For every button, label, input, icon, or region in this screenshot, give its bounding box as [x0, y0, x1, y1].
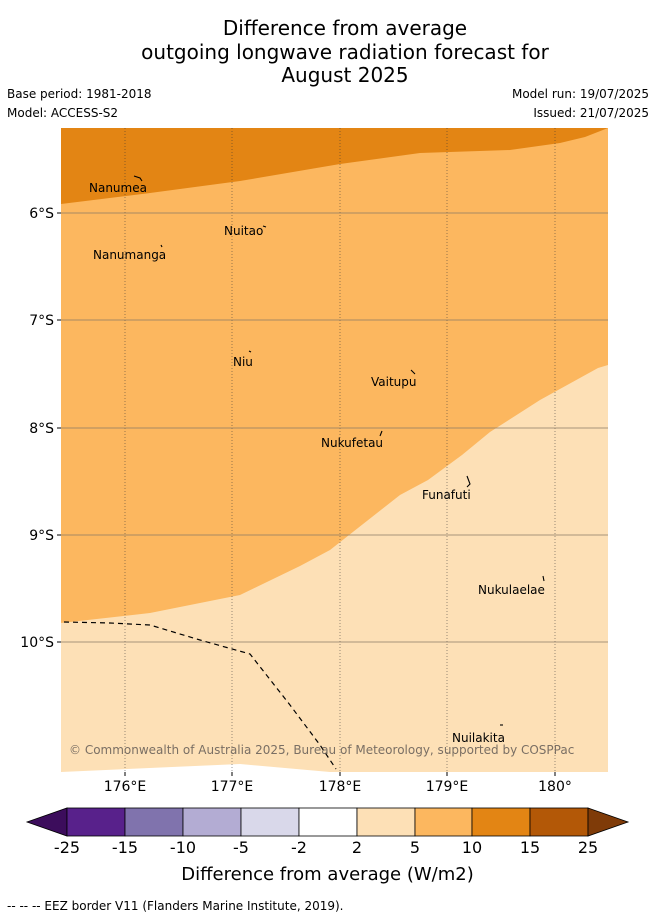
island-label-nukulaelae: Nukulaelae	[478, 583, 545, 597]
gridlines	[124, 128, 556, 772]
island-label-nanumanga: Nanumanga	[93, 248, 166, 262]
island-label-vaitupu: Vaitupu	[371, 375, 417, 389]
island-label-nuitao: Nuitao	[224, 224, 263, 238]
x-tick-label: 177°E	[211, 779, 254, 795]
island-shape-nukufetau	[379, 430, 383, 437]
x-tick-label: 176°E	[104, 779, 147, 795]
model-run-text: Model run: 19/07/2025	[511, 87, 649, 101]
colorbar-tick: -25	[54, 838, 80, 857]
y-tick-label: 8°S	[29, 421, 54, 437]
colorbar-tick: -2	[291, 838, 307, 857]
x-tick-label: 179°E	[426, 779, 469, 795]
title-line-1: Difference from average	[222, 16, 468, 40]
island-shape-vaitupu	[410, 369, 416, 375]
colorbar-label: Difference from average (W/m2)	[181, 864, 474, 885]
colorbar-tick: -15	[112, 838, 138, 857]
region-white-sliver	[61, 764, 330, 772]
axis-ticks	[57, 212, 556, 776]
y-tick-label: 9°S	[29, 528, 54, 544]
island-shape-nanumea	[133, 175, 143, 182]
colorbar-extend-low	[25, 807, 68, 837]
island-label-funafuti: Funafuti	[422, 488, 471, 502]
map-panel	[61, 128, 608, 772]
colorbar-tick: -10	[170, 838, 196, 857]
island-shape-nukulaelae	[542, 575, 545, 582]
colorbar-tick: 10	[462, 838, 482, 857]
island-label-nuilakita: Nuilakita	[452, 731, 505, 745]
colorbar-extend-high	[587, 807, 630, 837]
lat-gridlines	[61, 212, 608, 643]
y-tick-label: 7°S	[29, 313, 54, 329]
colorbar-tick: 25	[578, 838, 598, 857]
colorbar-tick: 15	[520, 838, 540, 857]
island-label-niu: Niu	[233, 355, 253, 369]
x-tick-label: 180°	[538, 779, 572, 795]
island-label-nanumea: Nanumea	[89, 181, 147, 195]
eez-border-line	[63, 621, 337, 770]
island-shape-nuitao	[262, 225, 267, 228]
y-tick-label: 6°S	[29, 206, 54, 222]
y-tick-label: 10°S	[20, 635, 54, 651]
colorbar-tick: 2	[352, 838, 362, 857]
colorbar	[25, 807, 630, 837]
x-tick-label: 178°E	[319, 779, 362, 795]
region-mid-orange	[61, 128, 608, 623]
base-period-text: Base period: 1981-2018	[7, 87, 152, 101]
title-line-3: August 2025	[281, 63, 409, 87]
region-dark-orange	[61, 128, 608, 204]
island-shape-niu	[248, 350, 252, 353]
colorbar-tick: 5	[410, 838, 420, 857]
model-text: Model: ACCESS-S2	[7, 106, 119, 120]
title-line-2: outgoing longwave radiation forecast for	[141, 39, 549, 64]
island-shape-funafuti	[466, 475, 471, 488]
issued-text: Issued: 21/07/2025	[533, 106, 649, 120]
island-shape-nanumanga	[160, 244, 163, 248]
eez-legend-text: -- -- -- EEZ border V11 (Flanders Marine…	[7, 899, 344, 913]
copyright-text: © Commonwealth of Australia 2025, Bureau…	[69, 743, 574, 757]
island-shapes	[133, 175, 545, 726]
colorbar-tick: -5	[233, 838, 249, 857]
map-title: Difference from average outgoing longwav…	[0, 16, 655, 88]
island-label-nukufetau: Nukufetau	[321, 436, 383, 450]
